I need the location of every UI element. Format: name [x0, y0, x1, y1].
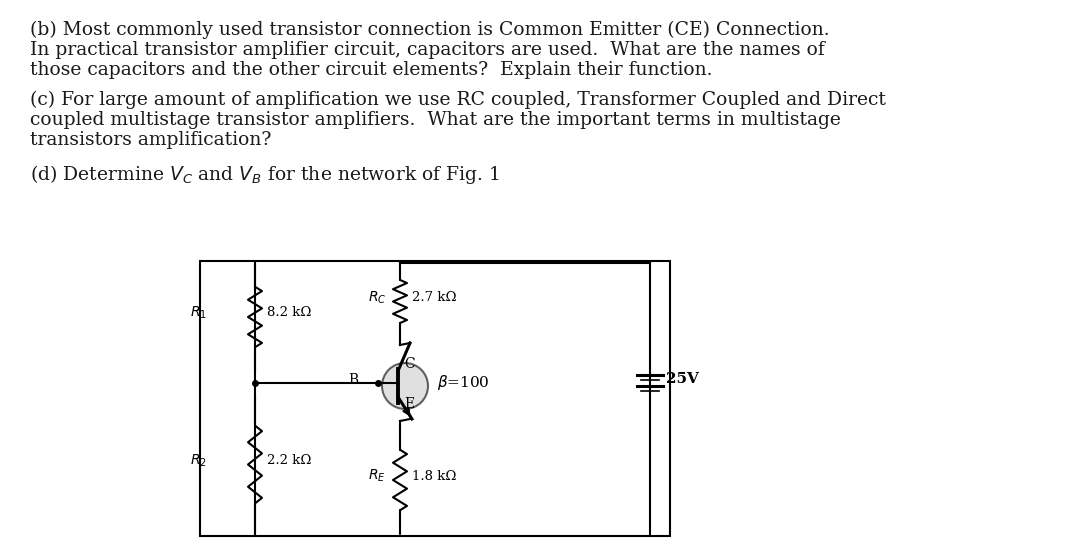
Bar	[200, 261, 670, 536]
Text: B: B	[348, 373, 359, 387]
Text: (d) Determine $V_C$ and $V_B$ for the network of Fig. 1: (d) Determine $V_C$ and $V_B$ for the ne…	[30, 163, 500, 186]
Circle shape	[382, 363, 428, 409]
Text: (b) Most commonly used transistor connection is Common Emitter (CE) Connection.: (b) Most commonly used transistor connec…	[30, 21, 829, 39]
Text: E: E	[404, 397, 414, 411]
Text: $\beta$=100: $\beta$=100	[437, 372, 489, 392]
Text: $R_1$: $R_1$	[190, 305, 207, 321]
Text: $R_C$: $R_C$	[367, 289, 386, 306]
Text: In practical transistor amplifier circuit, capacitors are used.  What are the na: In practical transistor amplifier circui…	[30, 41, 825, 59]
Text: coupled multistage transistor amplifiers.  What are the important terms in multi: coupled multistage transistor amplifiers…	[30, 111, 841, 129]
Text: transistors amplification?: transistors amplification?	[30, 131, 271, 149]
Text: 25V: 25V	[666, 372, 699, 386]
Text: $R_2$: $R_2$	[190, 452, 207, 469]
Text: (c) For large amount of amplification we use RC coupled, Transformer Coupled and: (c) For large amount of amplification we…	[30, 91, 886, 109]
Text: those capacitors and the other circuit elements?  Explain their function.: those capacitors and the other circuit e…	[30, 61, 713, 79]
Text: 2.2 kΩ: 2.2 kΩ	[267, 454, 311, 467]
Text: 2.7 kΩ: 2.7 kΩ	[411, 291, 457, 304]
Text: C: C	[404, 357, 415, 371]
Text: $R_E$: $R_E$	[368, 468, 386, 484]
Text: 8.2 kΩ: 8.2 kΩ	[267, 306, 311, 320]
Text: 1.8 kΩ: 1.8 kΩ	[411, 469, 457, 483]
